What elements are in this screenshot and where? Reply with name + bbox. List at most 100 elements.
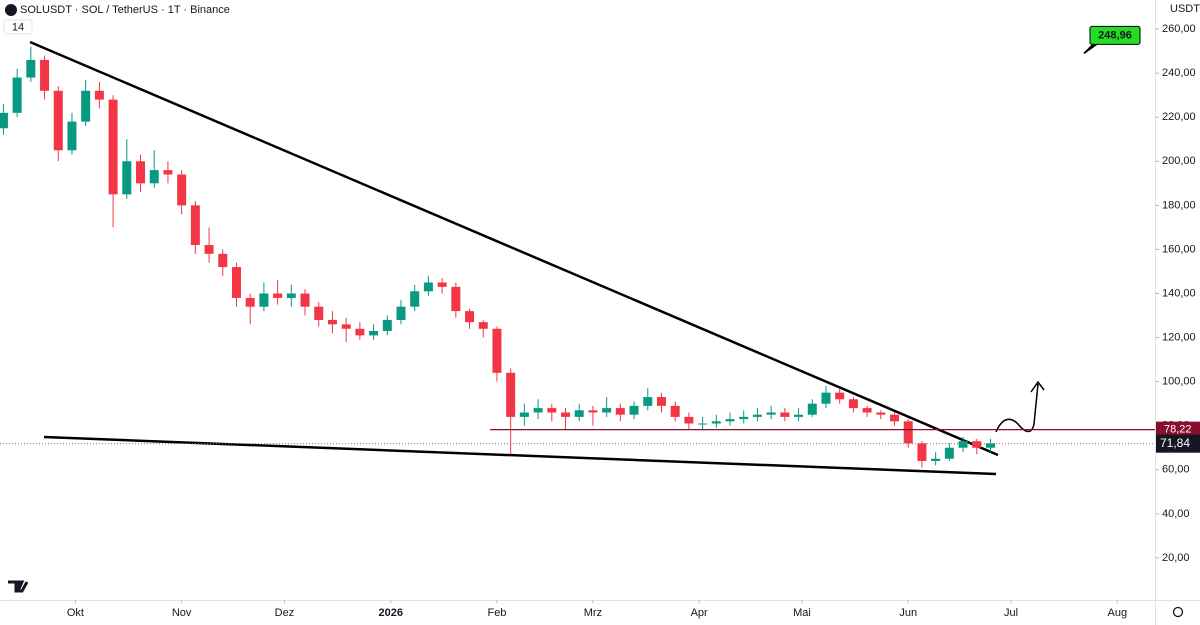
y-tick-label: 260,00 bbox=[1162, 23, 1196, 35]
candle-body bbox=[643, 397, 653, 406]
candle-body bbox=[615, 408, 625, 415]
candle-body bbox=[40, 59, 50, 91]
currency-label[interactable]: USDT bbox=[1170, 3, 1200, 15]
candle-body bbox=[519, 412, 529, 417]
candle-body bbox=[163, 170, 173, 175]
trendline-upper bbox=[29, 40, 999, 457]
x-tick-label: Dez bbox=[275, 607, 295, 619]
symbol-icon bbox=[5, 4, 17, 16]
candle-body bbox=[327, 319, 337, 325]
candle-body bbox=[602, 408, 612, 413]
candle-body bbox=[273, 293, 283, 298]
level-label: 78,22 bbox=[1164, 424, 1192, 436]
trendline-lower bbox=[43, 435, 997, 476]
candle-body bbox=[890, 414, 900, 422]
candle-body bbox=[629, 405, 639, 415]
x-tick-label: Mai bbox=[793, 607, 811, 619]
candle-body bbox=[848, 399, 858, 409]
last-price-label: 71,84 bbox=[1160, 436, 1190, 450]
candle-body bbox=[341, 324, 351, 329]
x-tick-label: 2026 bbox=[378, 607, 402, 619]
candle-body bbox=[300, 293, 310, 307]
y-tick-label: 100,00 bbox=[1162, 376, 1196, 388]
candle-body bbox=[190, 205, 200, 246]
candle-body bbox=[94, 90, 104, 100]
settings-icon[interactable] bbox=[1172, 606, 1184, 618]
candle-body bbox=[588, 410, 598, 413]
candle-body bbox=[794, 414, 804, 417]
price-note-label: 248,96 bbox=[1098, 29, 1132, 41]
candle-body bbox=[286, 293, 296, 298]
candle-body bbox=[0, 112, 8, 129]
y-tick-label: 240,00 bbox=[1162, 67, 1196, 79]
candle-body bbox=[67, 121, 77, 151]
candle-body bbox=[314, 306, 324, 320]
candle-body bbox=[410, 291, 420, 307]
y-tick-label: 20,00 bbox=[1162, 552, 1190, 564]
candle-body bbox=[876, 412, 886, 415]
indicator-box[interactable] bbox=[3, 19, 33, 35]
candle-body bbox=[725, 419, 735, 422]
candle-body bbox=[136, 161, 146, 184]
candle-body bbox=[396, 306, 406, 320]
x-tick-label: Feb bbox=[487, 607, 506, 619]
x-tick-label: Okt bbox=[67, 607, 84, 619]
candle-body bbox=[122, 161, 132, 195]
y-tick-label: 140,00 bbox=[1162, 287, 1196, 299]
candle-body bbox=[656, 397, 666, 406]
candle-body bbox=[670, 405, 680, 417]
y-tick-label: 200,00 bbox=[1162, 155, 1196, 167]
x-tick-label: Apr bbox=[691, 607, 708, 619]
y-tick-label: 220,00 bbox=[1162, 111, 1196, 123]
candle-body bbox=[917, 443, 927, 461]
candle-body bbox=[26, 59, 36, 78]
candle-body bbox=[958, 441, 968, 448]
tv-logo bbox=[8, 580, 29, 593]
candle-body bbox=[561, 412, 571, 417]
candle-body bbox=[862, 408, 872, 413]
candle-body bbox=[149, 170, 159, 184]
candle-body bbox=[972, 441, 982, 448]
candle-body bbox=[547, 408, 557, 413]
candle-body bbox=[506, 372, 516, 417]
x-tick-label: Nov bbox=[172, 607, 192, 619]
indicator-label: 14 bbox=[12, 21, 24, 33]
candle-body bbox=[81, 90, 91, 122]
candle-body bbox=[807, 403, 817, 415]
candle-body bbox=[574, 410, 584, 417]
y-tick-label: 160,00 bbox=[1162, 243, 1196, 255]
candle-body bbox=[492, 328, 502, 373]
candle-body bbox=[423, 282, 433, 292]
x-tick-label: Jun bbox=[899, 607, 917, 619]
candle-body bbox=[355, 328, 365, 336]
candle-body bbox=[752, 414, 762, 417]
x-tick-label: Aug bbox=[1108, 607, 1128, 619]
candle-body bbox=[931, 458, 941, 461]
level-badge bbox=[1156, 421, 1200, 438]
candle-body bbox=[231, 267, 241, 298]
candle-body bbox=[12, 77, 22, 113]
y-tick-label: 40,00 bbox=[1162, 508, 1190, 520]
candle-body bbox=[53, 90, 63, 151]
symbol-title[interactable]: SOLUSDT · SOL / TetherUS · 1T · Binance bbox=[20, 4, 230, 16]
candle-body bbox=[108, 99, 118, 195]
candle-body bbox=[835, 392, 845, 400]
y-tick-label: 60,00 bbox=[1162, 464, 1190, 476]
y-tick-label: 120,00 bbox=[1162, 331, 1196, 343]
x-tick-label: Jul bbox=[1004, 607, 1018, 619]
last-price-badge bbox=[1156, 434, 1200, 453]
candle-body bbox=[711, 421, 721, 424]
candle-body bbox=[766, 412, 776, 415]
candle-body bbox=[369, 330, 379, 336]
candle-body bbox=[698, 423, 708, 425]
candle-body bbox=[451, 286, 461, 312]
candle-body bbox=[985, 443, 995, 448]
x-tick-label: Mrz bbox=[584, 607, 602, 619]
candle-body bbox=[465, 311, 475, 323]
candle-body bbox=[780, 412, 790, 417]
candle-body bbox=[533, 408, 543, 413]
candle-body bbox=[245, 297, 255, 307]
